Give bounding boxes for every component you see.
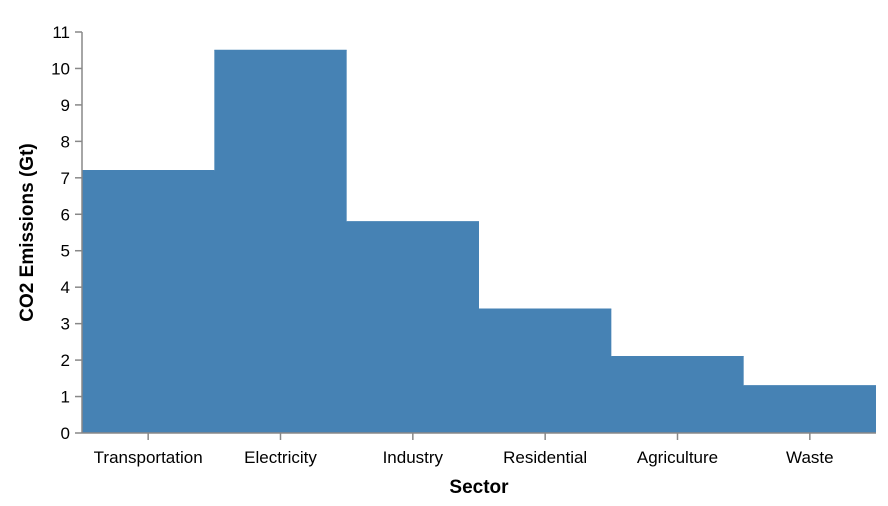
x-tick-label-transportation: Transportation bbox=[94, 448, 203, 467]
plot-area bbox=[82, 49, 876, 434]
x-tick-label-electricity: Electricity bbox=[244, 448, 317, 467]
x-axis-title: Sector bbox=[449, 477, 509, 498]
y-tick-label: 10 bbox=[51, 59, 70, 78]
x-tick-label-waste: Waste bbox=[786, 448, 834, 467]
y-tick-label: 7 bbox=[61, 169, 70, 188]
x-axis: Transportation Electricity Industry Residen… bbox=[82, 432, 876, 467]
y-tick-label: 5 bbox=[61, 242, 70, 261]
y-tick-label: 11 bbox=[52, 23, 70, 42]
y-tick-label: 4 bbox=[61, 278, 70, 297]
y-tick-label: 9 bbox=[61, 96, 70, 115]
x-tick-label-residential: Residential bbox=[503, 448, 587, 467]
x-tick-label-agriculture: Agriculture bbox=[637, 448, 718, 467]
y-tick-label: 8 bbox=[61, 132, 70, 151]
y-tick-label: 0 bbox=[61, 424, 70, 443]
y-tick-label: 6 bbox=[61, 205, 70, 224]
y-tick-label: 1 bbox=[61, 388, 70, 407]
y-axis: 0 1 2 3 4 5 6 7 8 9 10 11 bbox=[51, 23, 83, 443]
y-axis-title: CO2 Emissions (Gt) bbox=[17, 143, 38, 321]
y-tick-label: 3 bbox=[61, 315, 70, 334]
x-tick-label-industry: Industry bbox=[383, 448, 444, 467]
emissions-step-area bbox=[82, 50, 876, 434]
y-tick-label: 2 bbox=[61, 351, 70, 370]
